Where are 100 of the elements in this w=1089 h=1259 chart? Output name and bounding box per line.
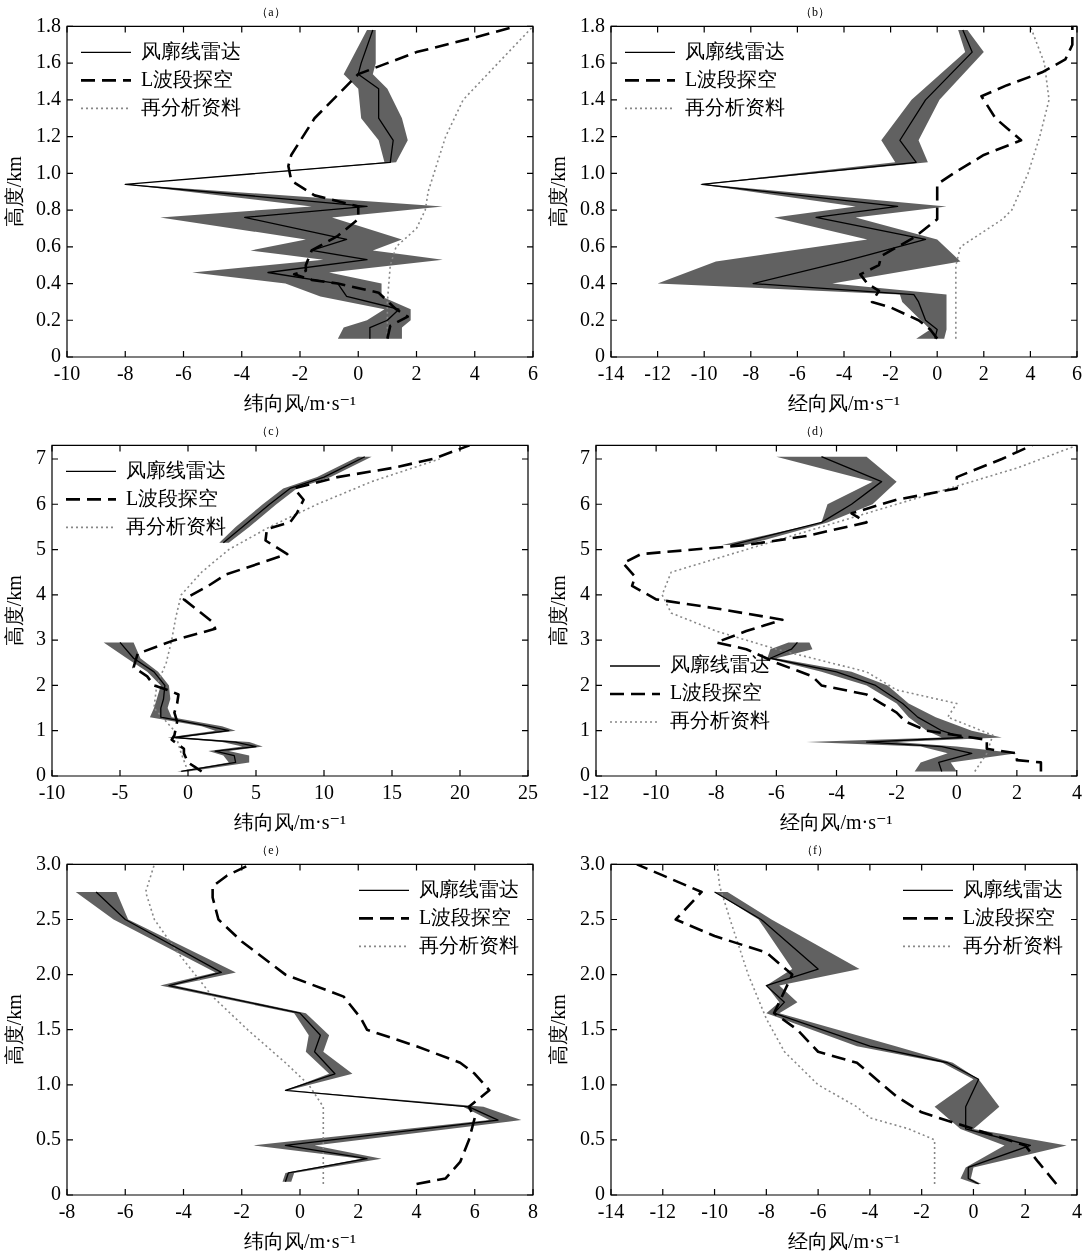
x-tick-label: -12: [644, 362, 671, 385]
legend-label: L波段探空: [141, 67, 234, 90]
x-tick-label: 0: [295, 1200, 305, 1223]
y-tick-label: 0.6: [36, 234, 61, 257]
x-tick-label: -4: [828, 781, 845, 804]
x-tick-label: 6: [1072, 362, 1082, 385]
x-tick-label: 5: [251, 781, 261, 804]
x-tick-label: 4: [1025, 362, 1036, 385]
y-tick-label: 1.4: [580, 87, 605, 110]
x-tick-label: -12: [649, 1200, 677, 1223]
x-tick-label: 4: [1072, 1200, 1082, 1223]
x-tick-label: -2: [233, 1200, 251, 1223]
y-axis-title: 高度/km: [3, 155, 26, 228]
x-axis-title: 纬向风/m·s⁻¹: [243, 1230, 357, 1253]
x-tick-label: 0: [353, 362, 364, 385]
x-tick-label: -2: [291, 362, 309, 385]
y-tick-label: 1.6: [580, 50, 605, 73]
y-tick-label: 1.0: [580, 1072, 605, 1095]
y-tick-label: 3.0: [36, 851, 61, 874]
chart-title: （a）: [256, 5, 286, 20]
x-tick-label: -2: [913, 1200, 930, 1223]
x-tick-label: 4: [469, 362, 480, 385]
y-tick-label: 0.8: [36, 197, 61, 220]
legend-label: 再分析资料: [670, 709, 770, 732]
y-tick-label: 1.2: [36, 123, 61, 146]
x-tick-label: -6: [768, 781, 785, 804]
legend-label: L波段探空: [963, 905, 1056, 928]
x-tick-label: 20: [450, 781, 470, 804]
x-tick-label: 0: [183, 781, 193, 804]
legend-label: 风廓线雷达: [670, 653, 770, 676]
y-tick-label: 1.0: [36, 1072, 61, 1095]
x-tick-label: -5: [111, 781, 129, 804]
x-tick-label: -6: [175, 362, 192, 385]
y-tick-label: 1.8: [580, 13, 605, 36]
x-tick-label: 4: [1072, 781, 1082, 804]
x-tick-label: 15: [382, 781, 402, 804]
y-tick-label: 0.5: [580, 1127, 605, 1150]
y-axis-title: 高度/km: [3, 574, 26, 647]
y-axis-title: 高度/km: [547, 993, 570, 1066]
y-tick-label: 2.5: [36, 906, 61, 929]
y-tick-label: 6: [580, 491, 590, 514]
y-tick-label: 0.4: [36, 270, 61, 293]
y-tick-label: 1.8: [36, 13, 61, 36]
y-tick-label: 0.8: [580, 197, 605, 220]
x-axis-title: 经向风/m·s⁻¹: [780, 811, 893, 834]
y-tick-label: 1: [580, 717, 590, 740]
y-tick-label: 4: [580, 582, 590, 605]
x-tick-label: -8: [707, 781, 725, 804]
x-tick-label: -4: [835, 362, 853, 385]
y-tick-label: 2.0: [36, 961, 61, 984]
y-tick-label: 5: [580, 536, 590, 559]
y-tick-label: 4: [36, 582, 46, 605]
y-tick-label: 1.0: [36, 160, 61, 183]
legend-label: 再分析资料: [963, 933, 1063, 956]
legend-label: 风廓线雷达: [141, 39, 241, 62]
y-tick-label: 3: [580, 627, 590, 650]
x-tick-label: 2: [1011, 781, 1022, 804]
x-tick-label: -6: [789, 362, 806, 385]
x-tick-label: 8: [528, 1200, 538, 1223]
x-tick-label: 2: [353, 1200, 364, 1223]
chart-title: （d）: [800, 424, 830, 439]
y-tick-label: 0: [51, 1182, 61, 1205]
y-tick-label: 2.5: [580, 906, 605, 929]
x-axis-title: 经向风/m·s⁻¹: [787, 1230, 901, 1253]
x-tick-label: -8: [58, 1200, 76, 1223]
y-tick-label: 3: [36, 627, 46, 650]
x-tick-label: -8: [742, 362, 760, 385]
x-tick-label: 0: [951, 781, 962, 804]
y-tick-label: 1.5: [580, 1016, 605, 1039]
x-tick-label: 4: [411, 1200, 422, 1223]
x-tick-label: -4: [861, 1200, 879, 1223]
y-tick-label: 0.5: [36, 1127, 61, 1150]
x-tick-label: -8: [116, 362, 134, 385]
x-tick-label: -4: [175, 1200, 192, 1223]
y-tick-label: 3.0: [580, 851, 605, 874]
x-tick-label: 2: [1020, 1200, 1031, 1223]
legend-label: 风廓线雷达: [963, 877, 1063, 900]
x-tick-label: 25: [518, 781, 538, 804]
legend-label: 再分析资料: [419, 933, 519, 956]
legend-label: 再分析资料: [126, 514, 226, 537]
x-tick-label: 0: [932, 362, 943, 385]
y-axis-title: 高度/km: [3, 993, 26, 1066]
x-tick-label: -2: [888, 781, 905, 804]
x-tick-label: 10: [314, 781, 334, 804]
y-tick-label: 1.5: [36, 1016, 61, 1039]
x-tick-label: 2: [978, 362, 989, 385]
legend-label: 风廓线雷达: [685, 39, 785, 62]
x-tick-label: 2: [411, 362, 422, 385]
chart-title: （f）: [801, 843, 829, 858]
x-axis-title: 纬向风/m·s⁻¹: [233, 811, 347, 834]
x-tick-label: -6: [809, 1200, 827, 1223]
y-tick-label: 1: [36, 717, 46, 740]
chart-title: （b）: [800, 5, 830, 20]
x-tick-label: -10: [642, 781, 670, 804]
chart-title: （e）: [256, 843, 286, 858]
legend-label: 再分析资料: [685, 95, 785, 118]
x-tick-label: 0: [968, 1200, 979, 1223]
y-tick-label: 2.0: [580, 961, 605, 984]
y-tick-label: 1.6: [36, 50, 61, 73]
y-tick-label: 0.2: [580, 307, 605, 330]
